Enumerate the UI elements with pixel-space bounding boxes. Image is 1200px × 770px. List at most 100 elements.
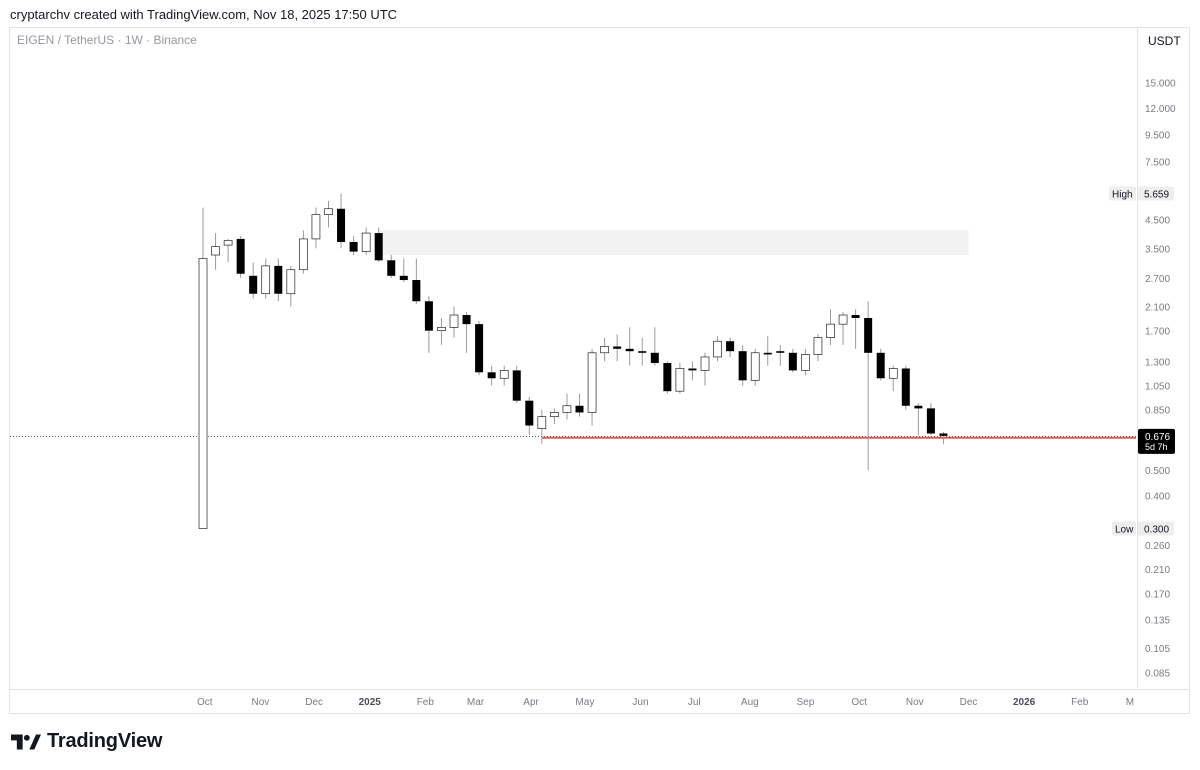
price-chart[interactable]: 15.000 12.000 9.500 7.500 4.500 3.500 2.700 2.1… bbox=[0, 0, 1200, 720]
brand-name: TradingView bbox=[47, 730, 163, 752]
y-tick-label: 0.850 bbox=[1145, 406, 1170, 417]
candle-body bbox=[512, 370, 521, 401]
symbol-line: EIGEN / TetherUS · 1W · Binance bbox=[17, 33, 197, 47]
candle-body bbox=[776, 351, 785, 353]
x-tick-label: May bbox=[575, 697, 594, 708]
candle-body bbox=[888, 368, 898, 379]
x-tick-label: Dec bbox=[305, 697, 323, 708]
candle-body bbox=[763, 352, 772, 355]
candle-body bbox=[261, 265, 271, 295]
candle-body bbox=[663, 363, 672, 392]
y-tick-label: 0.105 bbox=[1145, 644, 1170, 655]
candle-body bbox=[926, 408, 935, 434]
x-tick-label: Oct bbox=[197, 697, 213, 708]
y-tick-label: 4.500 bbox=[1145, 216, 1170, 227]
candle-body bbox=[349, 241, 358, 252]
y-tick-label: 12.000 bbox=[1145, 104, 1176, 115]
y-tick-label: 9.500 bbox=[1145, 130, 1170, 141]
low-label-bg bbox=[1112, 521, 1136, 536]
candle-body bbox=[337, 208, 346, 242]
candle-body bbox=[324, 208, 333, 215]
y-tick-label: 0.210 bbox=[1145, 565, 1170, 576]
y-tick-label: 2.700 bbox=[1145, 274, 1170, 285]
candle-body bbox=[311, 214, 321, 240]
high-label: High bbox=[1112, 190, 1133, 201]
y-tick-label: 1.050 bbox=[1145, 382, 1170, 393]
candle-body bbox=[638, 351, 647, 353]
candle-body bbox=[462, 315, 471, 325]
y-tick-label: 1.700 bbox=[1145, 327, 1170, 338]
x-tick-label: 2025 bbox=[359, 697, 382, 708]
resistance-zone bbox=[378, 230, 969, 256]
candle-body bbox=[198, 258, 208, 529]
candle-body bbox=[625, 348, 634, 352]
low-value-bg bbox=[1138, 521, 1174, 536]
y-tick-label: 7.500 bbox=[1145, 157, 1170, 168]
high-label-bg bbox=[1109, 186, 1136, 201]
x-tick-label: Nov bbox=[251, 697, 269, 708]
candle-body bbox=[650, 352, 659, 364]
low-label: Low bbox=[1115, 525, 1134, 536]
x-tick-label: M bbox=[1126, 697, 1134, 708]
candle-body bbox=[587, 352, 597, 413]
footer-brand: TradingView bbox=[11, 730, 162, 753]
candle-body bbox=[726, 341, 735, 352]
candle-body bbox=[851, 315, 860, 318]
y-tick-label: 0.170 bbox=[1145, 589, 1170, 600]
x-tick-label: Dec bbox=[960, 697, 978, 708]
y-tick-label: 3.500 bbox=[1145, 244, 1170, 255]
candle-body bbox=[387, 260, 396, 276]
x-tick-label: Sep bbox=[797, 697, 815, 708]
candle-body bbox=[688, 368, 697, 371]
x-tick-label: Jul bbox=[688, 697, 701, 708]
candle-body bbox=[525, 400, 534, 426]
candle-body bbox=[449, 314, 459, 328]
x-tick-label: Oct bbox=[851, 697, 867, 708]
candle-body bbox=[475, 324, 484, 373]
y-tick-label: 0.085 bbox=[1145, 668, 1170, 679]
candle-body bbox=[374, 233, 383, 261]
chart-frame bbox=[9, 27, 1190, 714]
candle-body bbox=[249, 275, 258, 294]
candle-body bbox=[788, 352, 797, 371]
candle-body bbox=[901, 368, 910, 406]
y-tick-label: 0.500 bbox=[1145, 466, 1170, 477]
candle-body bbox=[838, 314, 848, 325]
candle-body bbox=[876, 352, 885, 379]
candle-body bbox=[914, 405, 923, 409]
y-tick-label: 0.260 bbox=[1145, 541, 1170, 552]
time-scale-divider bbox=[10, 689, 1189, 690]
candle-body bbox=[613, 346, 622, 349]
candle-body bbox=[700, 356, 710, 371]
x-tick-label: Feb bbox=[1071, 697, 1089, 708]
candle-body bbox=[487, 372, 496, 379]
candle-body bbox=[813, 337, 823, 355]
candle-body bbox=[437, 327, 446, 331]
candle-body bbox=[274, 265, 283, 294]
candle-body bbox=[675, 368, 685, 392]
x-tick-label: Feb bbox=[417, 697, 435, 708]
candle-body bbox=[399, 275, 408, 281]
last-price-value: 0.676 bbox=[1145, 432, 1170, 443]
candle-body bbox=[864, 317, 873, 353]
last-price-badge bbox=[1138, 428, 1175, 454]
tradingview-logo-icon bbox=[11, 734, 41, 749]
y-tick-label: 2.100 bbox=[1145, 303, 1170, 314]
high-value-bg bbox=[1138, 186, 1174, 201]
candle-body bbox=[750, 352, 760, 381]
candle-body bbox=[424, 301, 433, 331]
candle-body bbox=[738, 351, 747, 381]
low-value: 0.300 bbox=[1144, 525, 1169, 536]
candle-body bbox=[286, 269, 296, 295]
candle-body bbox=[713, 340, 722, 358]
y-tick-label: 0.135 bbox=[1145, 616, 1170, 627]
x-tick-label: Apr bbox=[523, 697, 539, 708]
candle-body bbox=[223, 240, 233, 246]
candle-body bbox=[499, 370, 509, 379]
x-tick-label: Aug bbox=[741, 697, 759, 708]
currency-unit-button[interactable]: USDT bbox=[1148, 34, 1181, 48]
price-scale-divider bbox=[1137, 28, 1138, 688]
candle-body bbox=[575, 405, 584, 413]
candle-body bbox=[550, 412, 559, 417]
candle-body bbox=[361, 232, 371, 252]
